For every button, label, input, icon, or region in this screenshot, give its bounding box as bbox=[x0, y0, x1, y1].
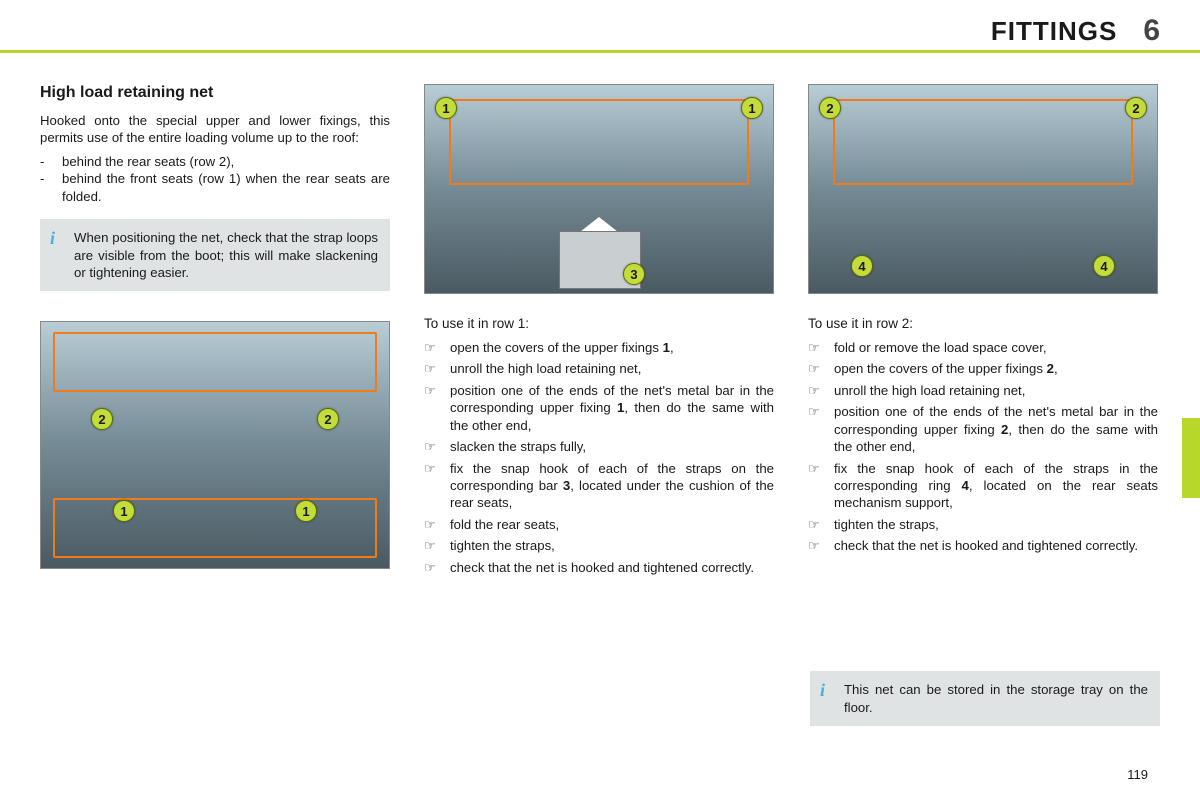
callout-label: 2 bbox=[819, 97, 841, 119]
column-left: High load retaining net Hooked onto the … bbox=[40, 84, 390, 580]
hand-icon: ☞ bbox=[808, 460, 834, 512]
steps-list-row1: ☞open the covers of the upper fixings 1,… bbox=[424, 339, 774, 580]
hand-icon: ☞ bbox=[808, 403, 834, 455]
step-text: unroll the high load retaining net, bbox=[450, 360, 774, 377]
callout-label: 1 bbox=[741, 97, 763, 119]
step-text: check that the net is hooked and tighten… bbox=[834, 537, 1158, 554]
intro-bullets: -behind the rear seats (row 2), -behind … bbox=[40, 153, 390, 205]
info-text: This net can be stored in the storage tr… bbox=[844, 682, 1148, 714]
intro-paragraph: Hooked onto the special upper and lower … bbox=[40, 112, 390, 147]
list-item: ☞open the covers of the upper fixings 2, bbox=[808, 360, 1158, 377]
info-text: When positioning the net, check that the… bbox=[74, 230, 378, 280]
hand-icon: ☞ bbox=[808, 339, 834, 356]
callout-label: 4 bbox=[1093, 255, 1115, 277]
hand-icon: ☞ bbox=[808, 516, 834, 533]
info-callout: i When positioning the net, check that t… bbox=[40, 219, 390, 291]
list-item: ☞tighten the straps, bbox=[808, 516, 1158, 533]
figure-row2-net: 2 2 4 4 bbox=[808, 84, 1158, 294]
section-title: FITTINGS bbox=[991, 16, 1117, 47]
topic-heading: High load retaining net bbox=[40, 84, 390, 102]
info-icon: i bbox=[820, 679, 825, 703]
steps-heading: To use it in row 2: bbox=[808, 316, 1158, 331]
step-text: unroll the high load retaining net, bbox=[834, 382, 1158, 399]
callout-label: 1 bbox=[435, 97, 457, 119]
list-item: ☞check that the net is hooked and tighte… bbox=[808, 537, 1158, 554]
hand-icon: ☞ bbox=[808, 360, 834, 377]
page-header: FITTINGS 6 bbox=[991, 14, 1160, 48]
list-item: -behind the rear seats (row 2), bbox=[40, 153, 390, 170]
manual-page: FITTINGS 6 High load retaining net Hooke… bbox=[0, 0, 1200, 800]
callout-label: 2 bbox=[91, 408, 113, 430]
callout-label: 2 bbox=[1125, 97, 1147, 119]
page-number: 119 bbox=[1127, 767, 1148, 782]
step-text: fix the snap hook of each of the straps … bbox=[834, 460, 1158, 512]
hand-icon: ☞ bbox=[424, 559, 450, 576]
step-text: fix the snap hook of each of the straps … bbox=[450, 460, 774, 512]
side-tab bbox=[1182, 418, 1200, 498]
bullet-text: behind the rear seats (row 2), bbox=[62, 153, 390, 170]
column-middle: 1 1 3 To use it in row 1: ☞open the cove… bbox=[424, 84, 774, 580]
hand-icon: ☞ bbox=[808, 537, 834, 554]
hand-icon: ☞ bbox=[424, 516, 450, 533]
hand-icon: ☞ bbox=[424, 438, 450, 455]
step-text: check that the net is hooked and tighten… bbox=[450, 559, 774, 576]
dash-marker: - bbox=[40, 153, 62, 170]
content-columns: High load retaining net Hooked onto the … bbox=[40, 84, 1160, 580]
callout-label: 2 bbox=[317, 408, 339, 430]
hand-icon: ☞ bbox=[424, 360, 450, 377]
callout-label: 4 bbox=[851, 255, 873, 277]
step-text: position one of the ends of the net's me… bbox=[450, 382, 774, 434]
step-text: fold the rear seats, bbox=[450, 516, 774, 533]
step-text: fold or remove the load space cover, bbox=[834, 339, 1158, 356]
net-outline bbox=[53, 332, 377, 392]
step-text: slacken the straps fully, bbox=[450, 438, 774, 455]
step-text: tighten the straps, bbox=[450, 537, 774, 554]
list-item: ☞slacken the straps fully, bbox=[424, 438, 774, 455]
net-outline bbox=[449, 99, 749, 185]
net-outline bbox=[833, 99, 1133, 185]
list-item: ☞tighten the straps, bbox=[424, 537, 774, 554]
list-item: ☞fold the rear seats, bbox=[424, 516, 774, 533]
callout-label: 3 bbox=[623, 263, 645, 285]
list-item: ☞position one of the ends of the net's m… bbox=[424, 382, 774, 434]
list-item: ☞open the covers of the upper fixings 1, bbox=[424, 339, 774, 356]
steps-list-row2: ☞fold or remove the load space cover, ☞o… bbox=[808, 339, 1158, 559]
info-icon: i bbox=[50, 227, 55, 251]
hand-icon: ☞ bbox=[808, 382, 834, 399]
step-text: open the covers of the upper fixings 2, bbox=[834, 360, 1158, 377]
list-item: ☞fold or remove the load space cover, bbox=[808, 339, 1158, 356]
hand-icon: ☞ bbox=[424, 339, 450, 356]
list-item: ☞check that the net is hooked and tighte… bbox=[424, 559, 774, 576]
list-item: ☞fix the snap hook of each of the straps… bbox=[808, 460, 1158, 512]
list-item: ☞unroll the high load retaining net, bbox=[808, 382, 1158, 399]
list-item: ☞position one of the ends of the net's m… bbox=[808, 403, 1158, 455]
step-text: open the covers of the upper fixings 1, bbox=[450, 339, 774, 356]
column-right: 2 2 4 4 To use it in row 2: ☞fold or rem… bbox=[808, 84, 1158, 580]
dash-marker: - bbox=[40, 170, 62, 205]
figure-row1-net: 1 1 3 bbox=[424, 84, 774, 294]
bullet-text: behind the front seats (row 1) when the … bbox=[62, 170, 390, 205]
chapter-number: 6 bbox=[1143, 14, 1160, 48]
info-callout-storage: i This net can be stored in the storage … bbox=[810, 671, 1160, 726]
list-item: ☞unroll the high load retaining net, bbox=[424, 360, 774, 377]
step-text: position one of the ends of the net's me… bbox=[834, 403, 1158, 455]
hand-icon: ☞ bbox=[424, 382, 450, 434]
list-item: -behind the front seats (row 1) when the… bbox=[40, 170, 390, 205]
steps-heading: To use it in row 1: bbox=[424, 316, 774, 331]
figure-roof-fixings: 2 2 1 1 bbox=[40, 321, 390, 569]
hand-icon: ☞ bbox=[424, 537, 450, 554]
net-outline bbox=[53, 498, 377, 558]
list-item: ☞fix the snap hook of each of the straps… bbox=[424, 460, 774, 512]
step-text: tighten the straps, bbox=[834, 516, 1158, 533]
hand-icon: ☞ bbox=[424, 460, 450, 512]
accent-rule bbox=[0, 50, 1200, 53]
